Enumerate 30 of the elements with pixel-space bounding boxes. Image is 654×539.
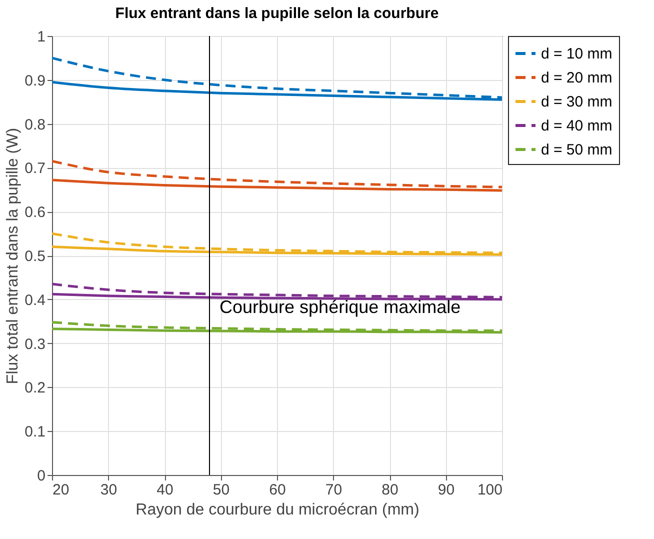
y-tick-label: 0.3 (24, 336, 46, 353)
line-series (52, 160, 502, 188)
x-tick-label: 100 (477, 482, 502, 498)
y-tick-label: 0.9 (24, 72, 46, 90)
y-tick-label: 0.6 (24, 204, 46, 222)
y-tick-label: 0.7 (24, 160, 46, 178)
y-tick-label: 0.5 (24, 248, 46, 265)
x-tick-label: 30 (100, 482, 118, 498)
x-tick-label: 40 (156, 482, 174, 498)
x-tick-label: 60 (269, 482, 286, 498)
x-tick-label: 90 (438, 482, 455, 498)
y-tick-label: 1 (37, 28, 46, 46)
legend-label: d = 30 mm (541, 94, 612, 110)
y-tick-label: 0 (37, 468, 46, 484)
y-tick-label: 0.2 (24, 380, 46, 397)
legend-label: d = 10 mm (541, 46, 612, 62)
ref-line-label: Courbure sphérique maximale (220, 297, 461, 318)
chart-title: Flux entrant dans la pupille selon la courbure (115, 5, 439, 22)
x-tick-label: 50 (212, 482, 230, 498)
y-tick-label: 0.8 (24, 116, 46, 134)
x-tick-label: 20 (52, 482, 70, 498)
x-tick-label: 70 (325, 482, 342, 498)
x-axis-title: Rayon de courbure du microécran (mm) (136, 502, 420, 518)
y-tick-label: 0.4 (24, 292, 46, 309)
x-tick-label: 80 (382, 482, 398, 498)
legend-label: d = 40 mm (541, 118, 612, 134)
y-axis-title: Flux total entrant dans la pupille (W) (4, 128, 22, 384)
legend-label: d = 50 mm (541, 142, 612, 158)
y-tick-label: 0.1 (24, 424, 46, 441)
legend-label: d = 20 mm (541, 70, 612, 86)
